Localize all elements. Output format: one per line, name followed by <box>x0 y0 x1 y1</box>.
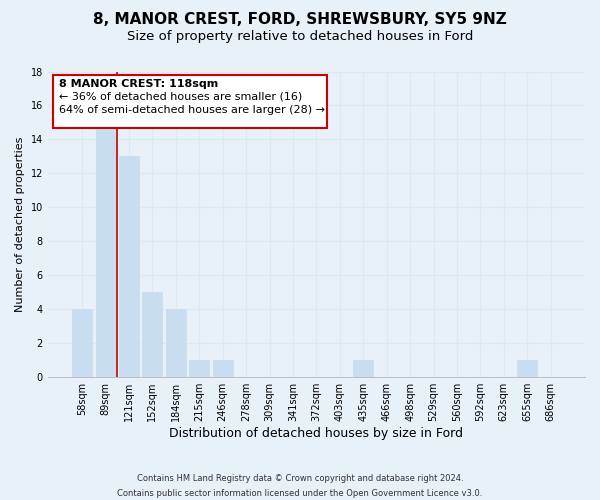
Bar <box>142 292 163 377</box>
FancyBboxPatch shape <box>53 74 327 128</box>
Bar <box>213 360 233 377</box>
Text: Contains HM Land Registry data © Crown copyright and database right 2024.
Contai: Contains HM Land Registry data © Crown c… <box>118 474 482 498</box>
Bar <box>119 156 139 377</box>
X-axis label: Distribution of detached houses by size in Ford: Distribution of detached houses by size … <box>169 427 463 440</box>
Text: 8, MANOR CREST, FORD, SHREWSBURY, SY5 9NZ: 8, MANOR CREST, FORD, SHREWSBURY, SY5 9N… <box>93 12 507 28</box>
Y-axis label: Number of detached properties: Number of detached properties <box>15 136 25 312</box>
Text: Size of property relative to detached houses in Ford: Size of property relative to detached ho… <box>127 30 473 43</box>
Bar <box>190 360 209 377</box>
Bar <box>72 310 92 377</box>
Bar <box>353 360 373 377</box>
Bar <box>95 122 116 377</box>
Bar <box>517 360 537 377</box>
Text: ← 36% of detached houses are smaller (16)
64% of semi-detached houses are larger: ← 36% of detached houses are smaller (16… <box>59 92 325 116</box>
Text: 8 MANOR CREST: 118sqm: 8 MANOR CREST: 118sqm <box>59 79 218 89</box>
Bar <box>166 310 186 377</box>
